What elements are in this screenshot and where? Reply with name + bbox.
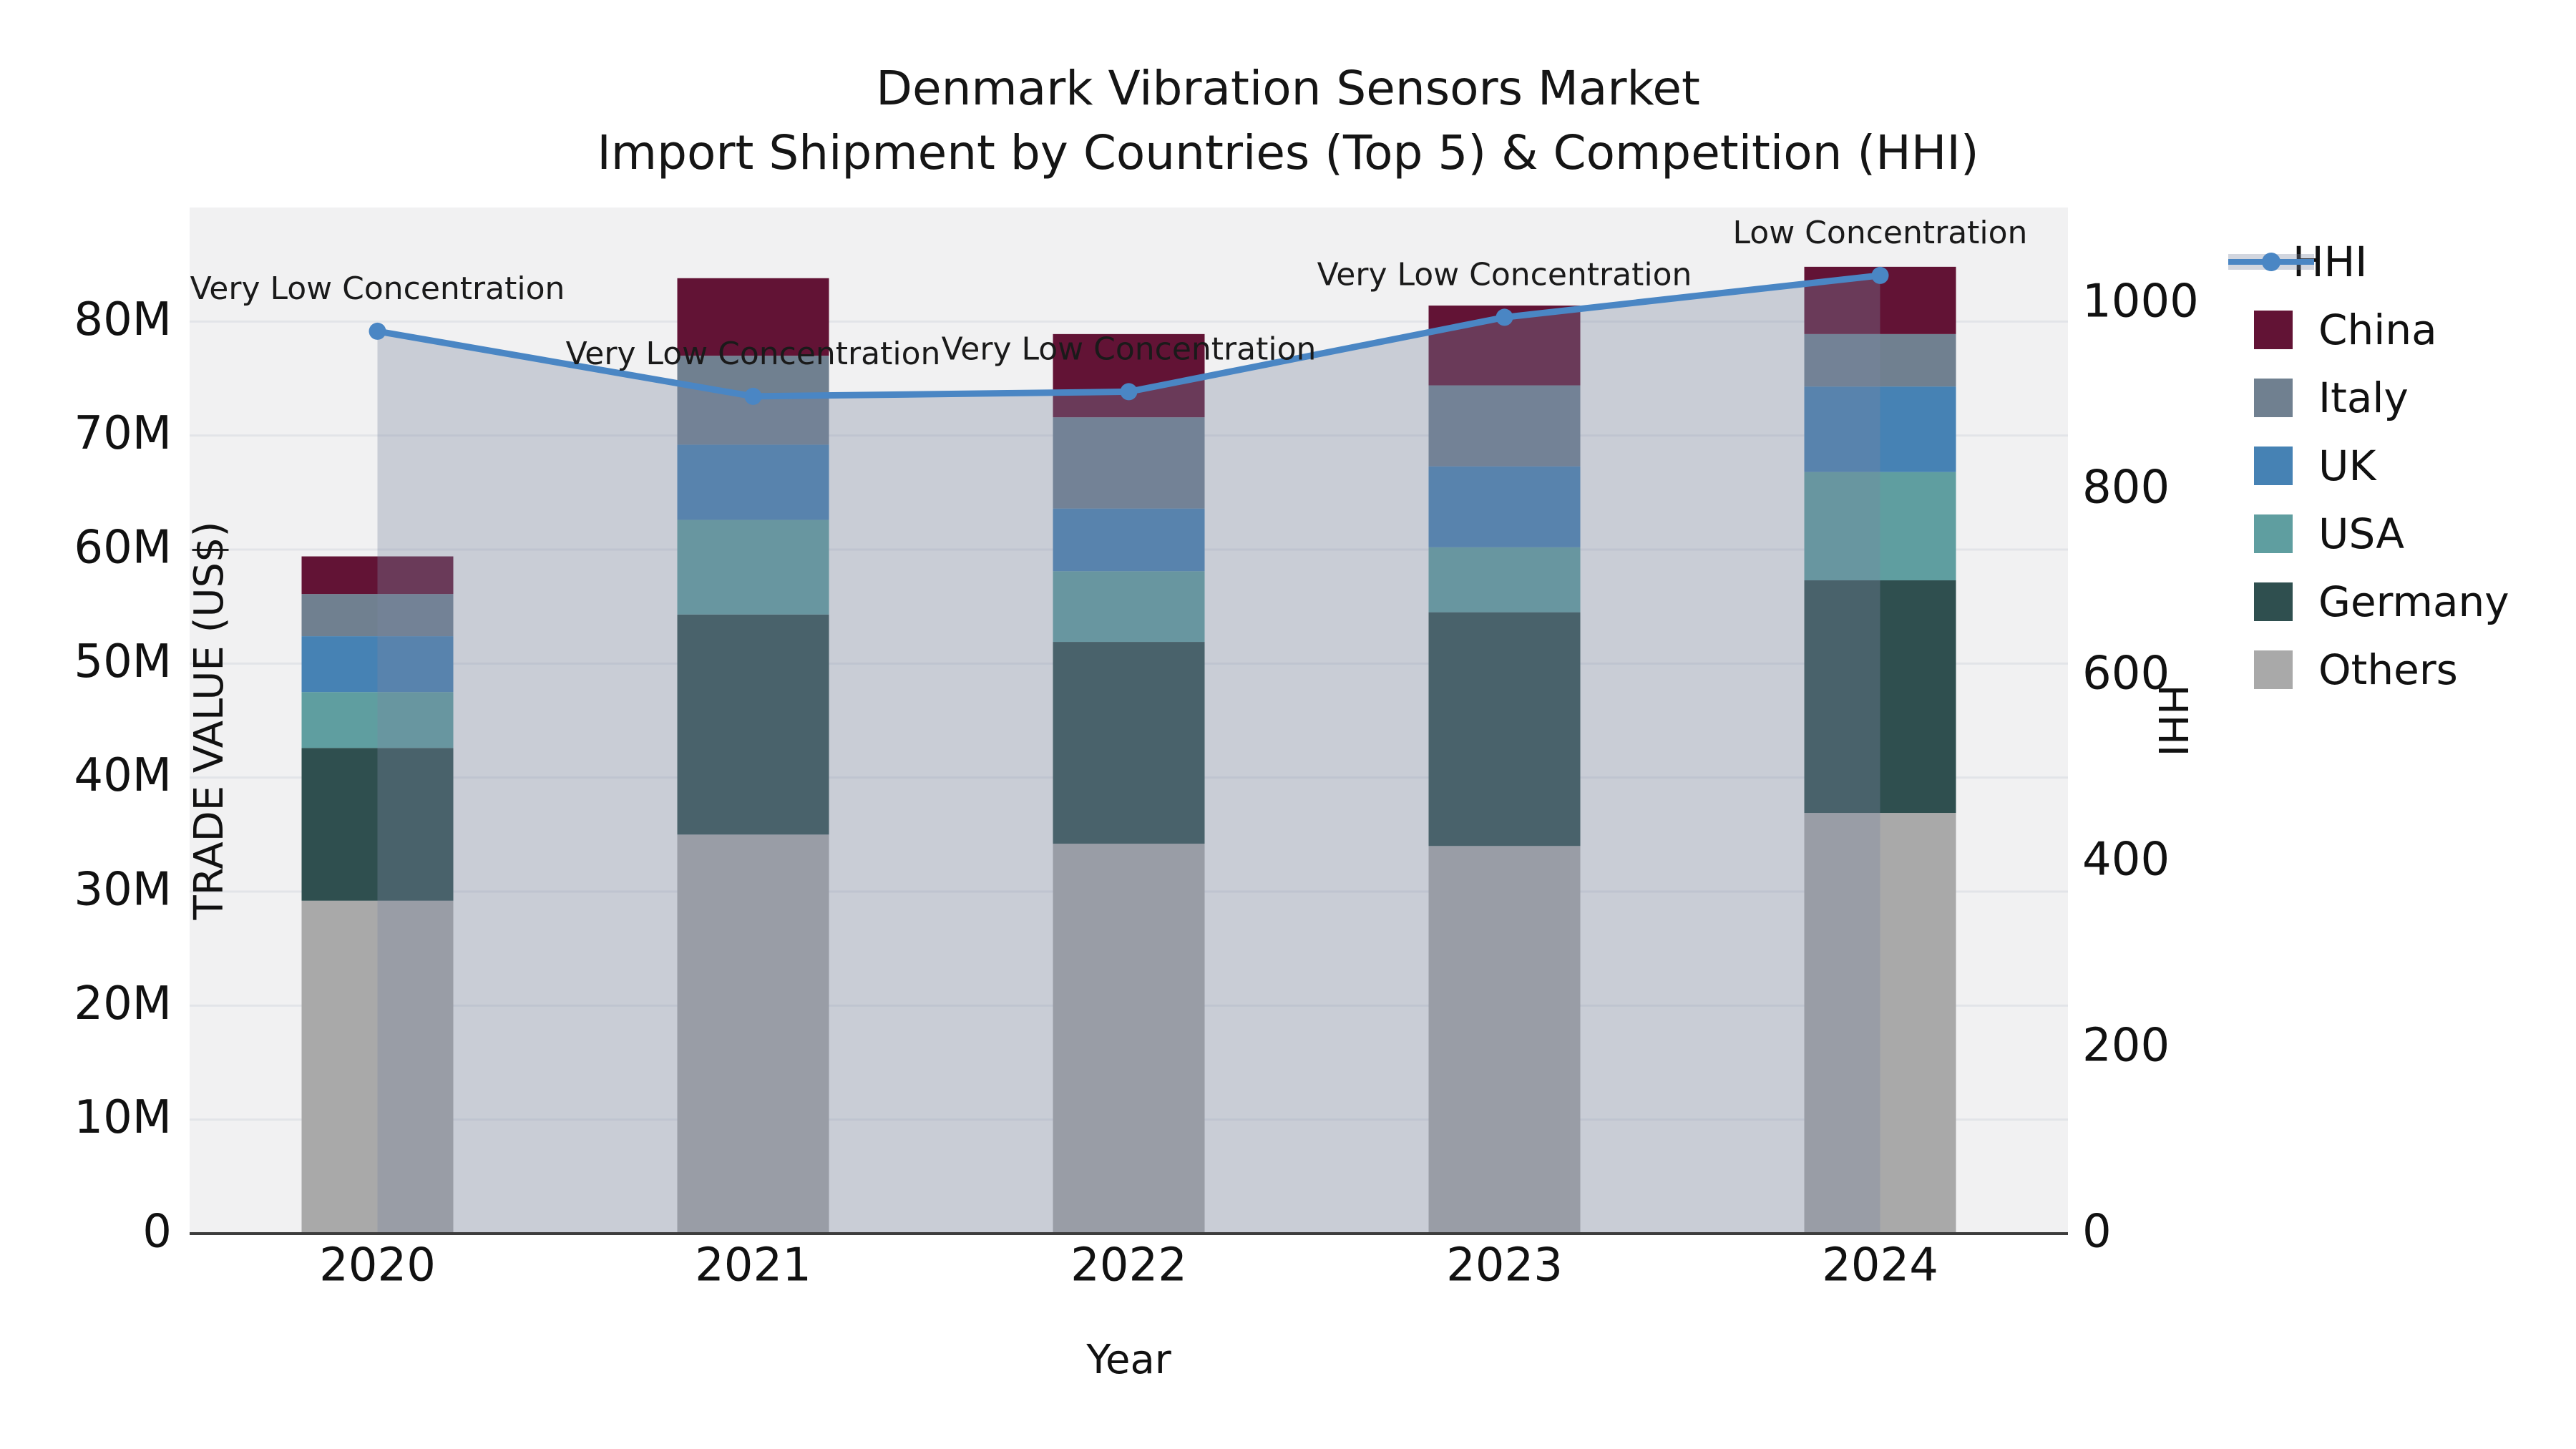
x-tick-2022: 2022 xyxy=(1070,1239,1187,1292)
legend-swatch-others xyxy=(2254,650,2293,689)
x-tick-2023: 2023 xyxy=(1446,1239,1563,1292)
y-left-tick-10M: 10M xyxy=(74,1091,172,1144)
bar-segment-germany-2022 xyxy=(1053,642,1205,844)
y-left-tick-0: 0 xyxy=(142,1206,172,1259)
legend-swatch-usa xyxy=(2254,514,2293,553)
bar-segment-uk-2020 xyxy=(301,636,454,693)
legend-item-uk: UK xyxy=(2254,431,2509,499)
legend-label-china: China xyxy=(2318,305,2437,354)
bar-segment-china-2021 xyxy=(677,278,829,356)
annotation-2023: Very Low Concentration xyxy=(1317,256,1692,293)
bar-segment-usa-2023 xyxy=(1428,547,1581,613)
y-left-tick-60M: 60M xyxy=(74,522,172,575)
bar-segment-china-2022 xyxy=(1053,333,1205,418)
y-left-tick-50M: 50M xyxy=(74,635,172,688)
y-left-tick-30M: 30M xyxy=(74,864,172,917)
hhi-marker-2022 xyxy=(1120,383,1138,401)
legend-item-italy: Italy xyxy=(2254,364,2509,431)
chart-title-line1: Denmark Vibration Sensors Market xyxy=(876,61,1700,116)
bar-segment-usa-2020 xyxy=(301,692,454,748)
bar-segment-germany-2024 xyxy=(1804,580,1956,814)
hhi-marker-2024 xyxy=(1871,266,1889,284)
y-left-tick-40M: 40M xyxy=(74,749,172,802)
bar-segment-usa-2022 xyxy=(1053,571,1205,643)
legend-item-china: China xyxy=(2254,296,2509,364)
bar-segment-others-2022 xyxy=(1053,844,1205,1234)
annotation-2020: Very Low Concentration xyxy=(190,270,565,307)
legend: HHI China Italy UK USA Germany Others xyxy=(2228,228,2509,703)
y-right-tick-400: 400 xyxy=(2082,834,2170,887)
x-tick-2021: 2021 xyxy=(695,1239,811,1292)
bar-segment-uk-2021 xyxy=(677,444,829,520)
hhi-marker-2021 xyxy=(744,387,762,405)
y-left-tick-20M: 20M xyxy=(74,977,172,1030)
bar-segment-others-2024 xyxy=(1804,813,1956,1234)
bar-segment-china-2020 xyxy=(301,556,454,595)
bar-segment-germany-2021 xyxy=(677,614,829,835)
y-right-tick-800: 800 xyxy=(2082,462,2170,514)
y-left-tick-80M: 80M xyxy=(74,293,172,346)
y-left-tick-70M: 70M xyxy=(74,407,172,460)
x-axis-title: Year xyxy=(1086,1337,1171,1383)
bar-segment-germany-2023 xyxy=(1428,612,1581,847)
bar-segment-others-2023 xyxy=(1428,846,1581,1234)
x-tick-2024: 2024 xyxy=(1822,1239,1938,1292)
bar-segment-italy-2023 xyxy=(1428,385,1581,467)
hhi-marker-2020 xyxy=(369,322,386,340)
legend-item-germany: Germany xyxy=(2254,567,2509,635)
y-left-axis-title: TRADE VALUE (US$) xyxy=(185,521,233,920)
legend-label-others: Others xyxy=(2318,645,2458,694)
bar-segment-italy-2024 xyxy=(1804,333,1956,387)
bar-segment-uk-2022 xyxy=(1053,508,1205,572)
legend-item-hhi: HHI xyxy=(2228,228,2509,296)
hhi-marker-2023 xyxy=(1496,308,1513,326)
annotation-2021: Very Low Concentration xyxy=(566,336,941,372)
bar-segment-others-2020 xyxy=(301,900,454,1234)
y-right-tick-1000: 1000 xyxy=(2082,275,2199,328)
y-right-tick-200: 200 xyxy=(2082,1020,2170,1073)
hhi-legend-symbol xyxy=(2228,248,2314,276)
x-tick-2020: 2020 xyxy=(319,1239,436,1292)
legend-swatch-germany xyxy=(2254,582,2293,621)
legend-item-usa: USA xyxy=(2254,499,2509,567)
bar-segment-italy-2020 xyxy=(301,594,454,637)
bar-segment-usa-2024 xyxy=(1804,472,1956,581)
bar-segment-uk-2023 xyxy=(1428,466,1581,547)
y-right-tick-0: 0 xyxy=(2082,1206,2112,1259)
bar-segment-germany-2020 xyxy=(301,748,454,901)
bar-segment-uk-2024 xyxy=(1804,386,1956,472)
legend-label-germany: Germany xyxy=(2318,577,2509,626)
bar-segment-italy-2022 xyxy=(1053,417,1205,509)
y-right-tick-600: 600 xyxy=(2082,648,2170,701)
hhi-area-fill xyxy=(377,275,1880,1234)
y-right-axis-title: HHI xyxy=(2148,684,2195,757)
bar-segment-others-2021 xyxy=(677,834,829,1234)
legend-swatch-china xyxy=(2254,310,2293,349)
legend-item-others: Others xyxy=(2254,635,2509,703)
chart-title-line2: Import Shipment by Countries (Top 5) & C… xyxy=(597,125,1979,180)
annotation-2022: Very Low Concentration xyxy=(942,331,1317,367)
legend-swatch-uk xyxy=(2254,446,2293,485)
legend-swatch-italy xyxy=(2254,378,2293,417)
annotation-2024: Low Concentration xyxy=(1733,215,2028,251)
bar-segment-usa-2021 xyxy=(677,519,829,615)
legend-label-usa: USA xyxy=(2318,509,2405,558)
legend-label-uk: UK xyxy=(2318,441,2376,490)
legend-label-italy: Italy xyxy=(2318,373,2409,422)
